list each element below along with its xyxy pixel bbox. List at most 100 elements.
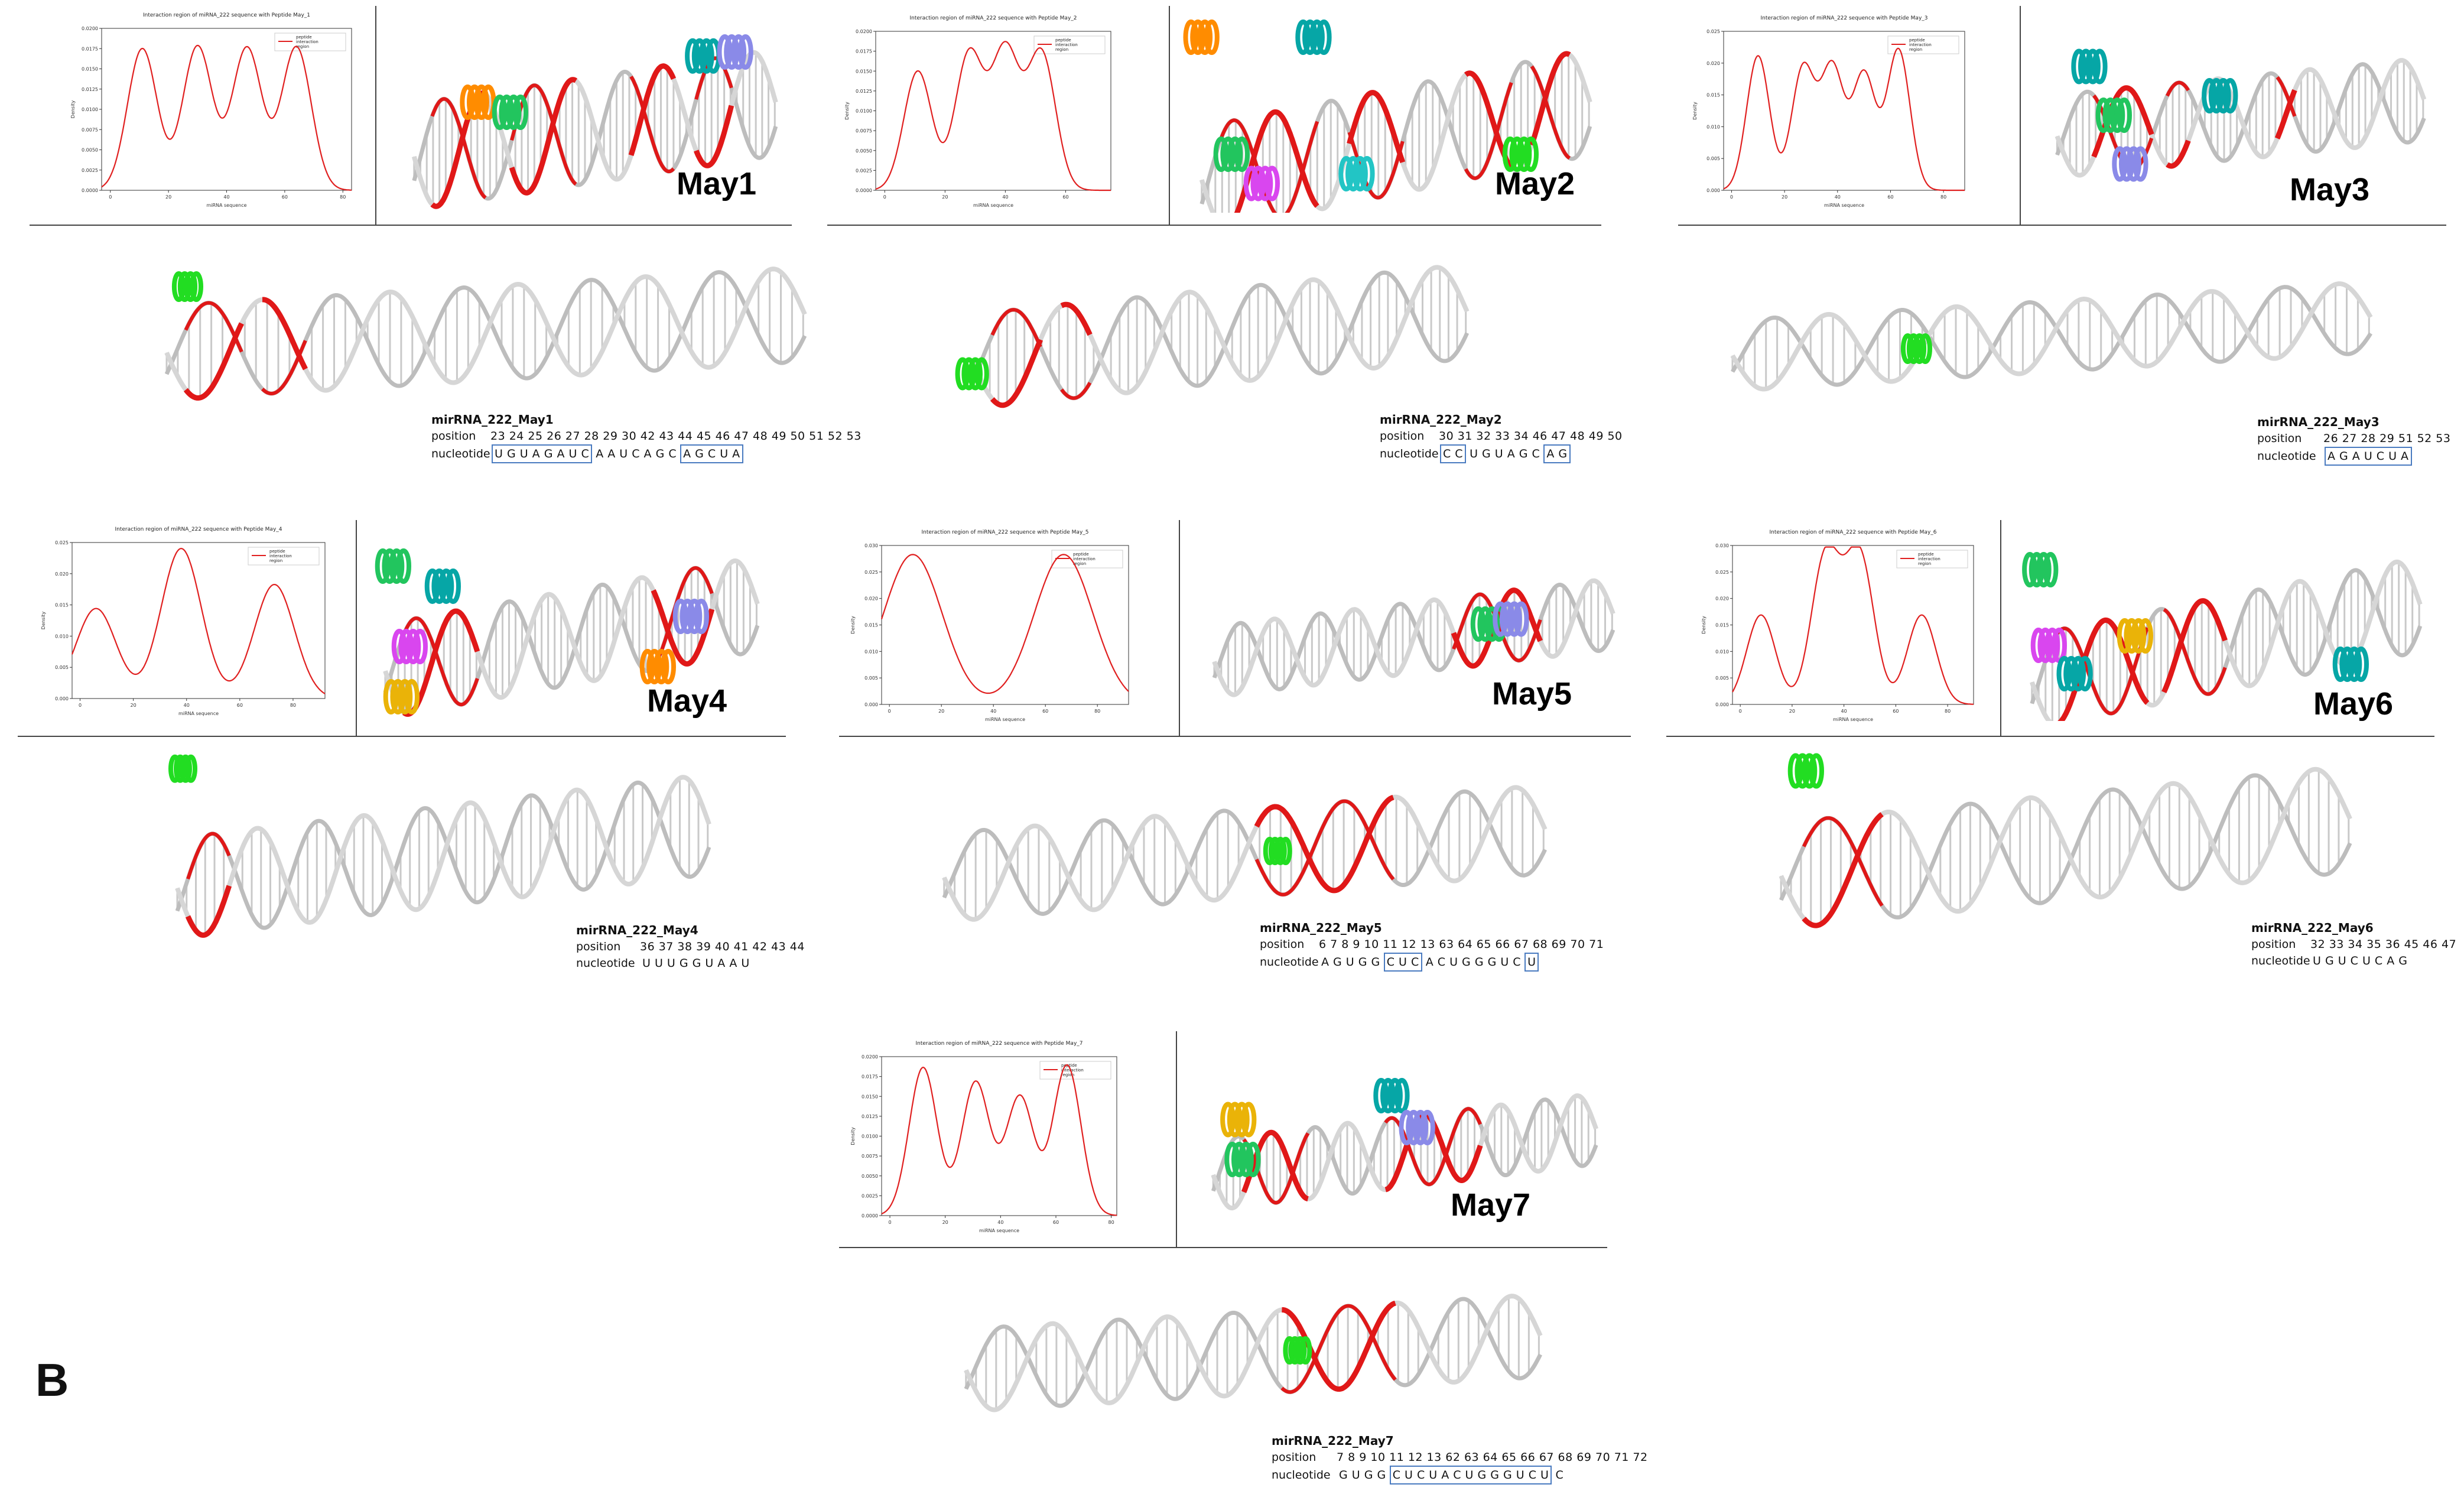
rna-structure-may7-complex [1188, 1064, 1613, 1223]
backbone-strand [175, 780, 711, 930]
y-tick-label: 0.025 [55, 540, 69, 545]
figure-panel-letter: B [35, 1354, 69, 1406]
y-tick-label: 0.005 [1715, 675, 1729, 681]
y-tick-label: 0.020 [1706, 61, 1720, 66]
y-tick-label: 0.0100 [856, 109, 872, 114]
divider [839, 1247, 1607, 1248]
legend-entry: peptide [1909, 38, 1925, 43]
rna-structure-may4-complex [360, 526, 774, 727]
boxed-nucleotide-segment: C U C U A C U G G G U C U [1389, 1466, 1552, 1484]
interaction-region [1802, 812, 1884, 928]
y-tick-label: 0.0000 [856, 188, 872, 193]
peptide-helix [2117, 618, 2153, 654]
y-tick-label: 0.000 [1715, 702, 1729, 707]
backbone-strand [970, 270, 1469, 401]
plot-title: Interaction region of miRNA_222 sequence… [1760, 15, 1927, 21]
peptide-helix [171, 271, 204, 302]
positions: 23 24 25 26 27 28 29 30 42 43 44 45 46 4… [490, 430, 862, 443]
interaction-region [402, 616, 479, 707]
interaction-region [1254, 794, 1394, 894]
interaction-region [694, 105, 734, 168]
position-label: position [1272, 1451, 1316, 1464]
interaction-region [2163, 608, 2227, 696]
y-tick-label: 0.0075 [862, 1154, 878, 1159]
peptide-helix [1399, 1110, 1435, 1145]
positions: 30 31 32 33 34 46 47 48 49 50 [1439, 430, 1623, 443]
backbone-strand [964, 1297, 1542, 1408]
nucleotide-label: nucleotide [2257, 450, 2316, 463]
density-plot-may7: Interaction region of miRNA_222 sequence… [845, 1034, 1129, 1238]
peptide-helix [1373, 1078, 1410, 1113]
legend-entry: region [1918, 561, 1931, 566]
y-tick-label: 0.0125 [82, 87, 98, 92]
interaction-region [1530, 65, 1571, 160]
sequence-title: mirRNA_222_May6 [2251, 921, 2374, 935]
peptide-helix [492, 95, 528, 130]
x-tick-label: 60 [1893, 709, 1899, 714]
y-tick-label: 0.025 [1715, 570, 1729, 575]
nucleotide-segment: C [1555, 1469, 1564, 1482]
x-tick-label: 60 [1887, 194, 1893, 200]
y-tick-label: 0.030 [1715, 543, 1729, 548]
rna-helix-svg [942, 785, 1548, 922]
y-tick-label: 0.020 [864, 596, 878, 602]
x-tick-label: 80 [340, 194, 346, 200]
y-tick-label: 0.0175 [82, 46, 98, 51]
sequence-title: mirRNA_222_May7 [1272, 1434, 1394, 1448]
position-label: position [1260, 938, 1305, 951]
x-tick-label: 60 [1042, 709, 1048, 714]
legend-entry: region [1073, 561, 1086, 566]
x-tick-label: 40 [1841, 709, 1847, 714]
rna-helix-svg [411, 34, 778, 209]
density-curve [881, 1064, 1117, 1216]
y-tick-label: 0.0200 [82, 26, 98, 31]
density-plot-may6: Interaction region of miRNA_222 sequence… [1696, 523, 1985, 727]
x-axis-label: miRNA sequence [979, 1228, 1019, 1233]
x-tick-label: 80 [1945, 709, 1951, 714]
boxed-nucleotide-segment: C C [1440, 444, 1467, 463]
peptide-helix [1220, 1102, 1257, 1138]
nucleotide-label: nucleotide [1260, 956, 1319, 969]
density-plot-may4: Interaction region of miRNA_222 sequence… [35, 520, 337, 721]
x-tick-label: 40 [990, 709, 996, 714]
positions: 7 8 9 10 11 12 13 62 63 64 65 66 67 68 6… [1337, 1451, 1648, 1464]
plot-frame [881, 545, 1129, 705]
rna-structure-may1 [124, 233, 833, 411]
x-tick-label: 60 [1062, 194, 1068, 200]
interaction-region [184, 301, 243, 353]
interaction-region [628, 63, 677, 157]
peptide-helix [1295, 20, 1332, 55]
positions: 26 27 28 29 51 52 53 [2323, 432, 2451, 445]
backbone-strand [942, 789, 1547, 916]
divider [375, 6, 376, 225]
rna-helix-svg [1730, 281, 2373, 392]
density-plot-may3: Interaction region of miRNA_222 sequence… [1687, 9, 1977, 213]
nucleotides: U U U G G U A A U [640, 955, 752, 972]
nucleotide-segment: U G U C U C A G [2313, 954, 2408, 967]
legend-entry: interaction [1909, 43, 1932, 47]
nucleotide-label: nucleotide [2251, 954, 2310, 967]
y-tick-label: 0.030 [864, 543, 878, 548]
peptide-helix [391, 629, 428, 664]
peptide-helix [2202, 78, 2238, 113]
sequence-table-may3: mirRNA_222_May3 position 26 27 28 29 51 5… [2257, 414, 2450, 466]
x-axis-label: miRNA sequence [1824, 203, 1864, 208]
rna-helix-svg [2055, 48, 2427, 182]
y-tick-label: 0.015 [1715, 623, 1729, 628]
divider [1678, 225, 2446, 226]
panel-label: May3 [2290, 172, 2370, 207]
legend-entry: peptide [296, 35, 312, 40]
y-axis-label: Density [41, 612, 46, 630]
density-chart-svg: Interaction region of miRNA_222 sequence… [1701, 530, 1974, 722]
interaction-region [1242, 1132, 1310, 1205]
plot-title: Interaction region of miRNA_222 sequence… [915, 1041, 1083, 1047]
plot-frame [71, 542, 326, 699]
y-tick-label: 0.0200 [862, 1054, 878, 1060]
legend-entry: peptide [1918, 552, 1934, 557]
peptide-helix [1213, 137, 1250, 172]
divider [2020, 6, 2021, 225]
sequence-table-may2: mirRNA_222_May2 position 30 31 32 33 34 4… [1380, 411, 1623, 463]
peptide-helix [955, 357, 989, 391]
y-tick-label: 0.0050 [856, 148, 872, 154]
backbone-strand [1212, 583, 1615, 691]
